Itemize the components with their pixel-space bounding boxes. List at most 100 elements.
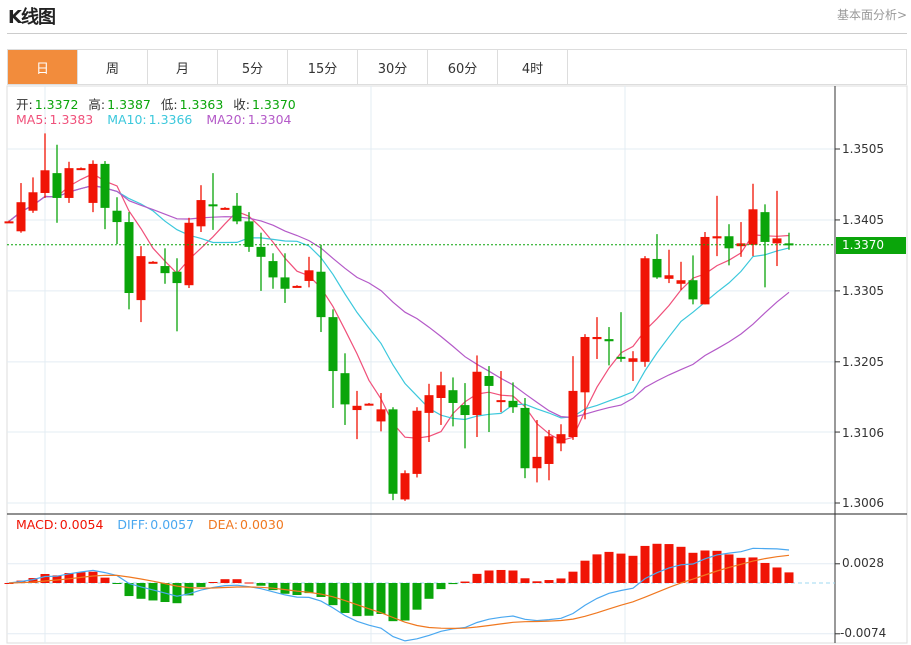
candle-body bbox=[772, 238, 782, 244]
candle[interactable] bbox=[436, 371, 446, 425]
tab-week[interactable]: 周 bbox=[78, 50, 148, 84]
candle[interactable] bbox=[652, 234, 662, 279]
candle[interactable] bbox=[748, 183, 758, 257]
candle-body bbox=[388, 409, 398, 494]
tab-5min[interactable]: 5分 bbox=[218, 50, 288, 84]
candle[interactable] bbox=[664, 249, 674, 284]
candle[interactable] bbox=[604, 327, 614, 366]
candle[interactable] bbox=[268, 253, 278, 289]
candle[interactable] bbox=[520, 397, 530, 479]
candle[interactable] bbox=[28, 177, 38, 213]
tab-day[interactable]: 日 bbox=[8, 50, 78, 84]
candle-body bbox=[688, 280, 698, 300]
candle[interactable] bbox=[40, 133, 50, 198]
candle[interactable] bbox=[448, 377, 458, 427]
candle[interactable] bbox=[220, 207, 230, 210]
candle[interactable] bbox=[376, 393, 386, 432]
candle[interactable] bbox=[472, 355, 482, 438]
candle[interactable] bbox=[196, 185, 206, 232]
candle[interactable] bbox=[508, 382, 518, 413]
candle[interactable] bbox=[292, 285, 302, 288]
macd-legend: MACD: 0.0054 DIFF: 0.0057 DEA: 0.0030 bbox=[16, 517, 286, 532]
candle[interactable] bbox=[16, 183, 26, 233]
candle[interactable] bbox=[736, 222, 746, 257]
candle[interactable] bbox=[712, 195, 722, 257]
tab-15min[interactable]: 15分 bbox=[288, 50, 358, 84]
low-label: 低: bbox=[160, 97, 178, 112]
candle[interactable] bbox=[88, 160, 98, 213]
candle[interactable] bbox=[352, 390, 362, 440]
candle[interactable] bbox=[172, 258, 182, 332]
tab-60min[interactable]: 60分 bbox=[428, 50, 498, 84]
candle[interactable] bbox=[328, 309, 338, 408]
macd-bar bbox=[232, 579, 242, 583]
candle[interactable] bbox=[304, 256, 314, 288]
candle[interactable] bbox=[280, 253, 290, 303]
candle-body bbox=[316, 271, 326, 318]
price-tick: 1.3405 bbox=[842, 213, 884, 227]
candle[interactable] bbox=[640, 256, 650, 367]
candle[interactable] bbox=[100, 161, 110, 230]
candle[interactable] bbox=[124, 212, 134, 310]
macd-bar bbox=[328, 583, 338, 606]
candle[interactable] bbox=[388, 407, 398, 501]
candle-body bbox=[64, 168, 74, 198]
candle[interactable] bbox=[232, 192, 242, 225]
candle[interactable] bbox=[160, 248, 170, 284]
candle[interactable] bbox=[580, 334, 590, 420]
candle-body bbox=[748, 209, 758, 245]
candle[interactable] bbox=[316, 244, 326, 333]
price-tick: 1.3505 bbox=[842, 142, 884, 156]
candle[interactable] bbox=[628, 351, 638, 381]
candle-body bbox=[520, 407, 530, 469]
candle[interactable] bbox=[688, 255, 698, 305]
candle-body bbox=[88, 163, 98, 203]
candle[interactable] bbox=[340, 353, 350, 425]
candle[interactable] bbox=[592, 317, 602, 359]
candle[interactable] bbox=[556, 424, 566, 452]
candle[interactable] bbox=[700, 231, 710, 305]
candle[interactable] bbox=[532, 419, 542, 483]
candle[interactable] bbox=[412, 407, 422, 478]
candle[interactable] bbox=[136, 246, 146, 323]
candle[interactable] bbox=[496, 371, 506, 413]
macd-bar bbox=[280, 583, 290, 594]
candle[interactable] bbox=[568, 356, 578, 440]
macd-bar bbox=[364, 583, 374, 616]
candle[interactable] bbox=[52, 144, 62, 223]
candle[interactable] bbox=[4, 220, 14, 224]
candle[interactable] bbox=[148, 261, 158, 264]
candle[interactable] bbox=[460, 383, 470, 449]
candle[interactable] bbox=[544, 429, 554, 481]
candle[interactable] bbox=[64, 161, 74, 203]
candle[interactable] bbox=[616, 312, 626, 362]
fundamental-analysis-link[interactable]: 基本面分析> bbox=[836, 8, 907, 22]
candle-body bbox=[184, 222, 194, 286]
candle-body bbox=[436, 385, 446, 398]
close-label: 收: bbox=[233, 97, 250, 112]
tab-4hour[interactable]: 4时 bbox=[498, 50, 568, 84]
candle[interactable] bbox=[772, 190, 782, 267]
candle[interactable] bbox=[256, 232, 266, 291]
candle[interactable] bbox=[184, 217, 194, 289]
close-value: 1.3370 bbox=[251, 97, 296, 112]
diff-value: 0.0057 bbox=[150, 517, 195, 532]
macd-bar bbox=[436, 583, 446, 590]
candle[interactable] bbox=[484, 366, 494, 433]
candle-body bbox=[568, 390, 578, 438]
candle-body bbox=[160, 266, 170, 274]
candle[interactable] bbox=[112, 197, 122, 245]
candle[interactable] bbox=[364, 402, 374, 406]
candle[interactable] bbox=[676, 261, 686, 291]
candle[interactable] bbox=[76, 167, 86, 171]
candle[interactable] bbox=[760, 204, 770, 288]
candle[interactable] bbox=[400, 470, 410, 501]
candle[interactable] bbox=[208, 173, 218, 230]
macd-bar bbox=[424, 583, 434, 599]
macd-value: 0.0054 bbox=[59, 517, 104, 532]
tab-month[interactable]: 月 bbox=[148, 50, 218, 84]
tab-30min[interactable]: 30分 bbox=[358, 50, 428, 84]
candle[interactable] bbox=[424, 383, 434, 442]
candle-body bbox=[580, 336, 590, 393]
